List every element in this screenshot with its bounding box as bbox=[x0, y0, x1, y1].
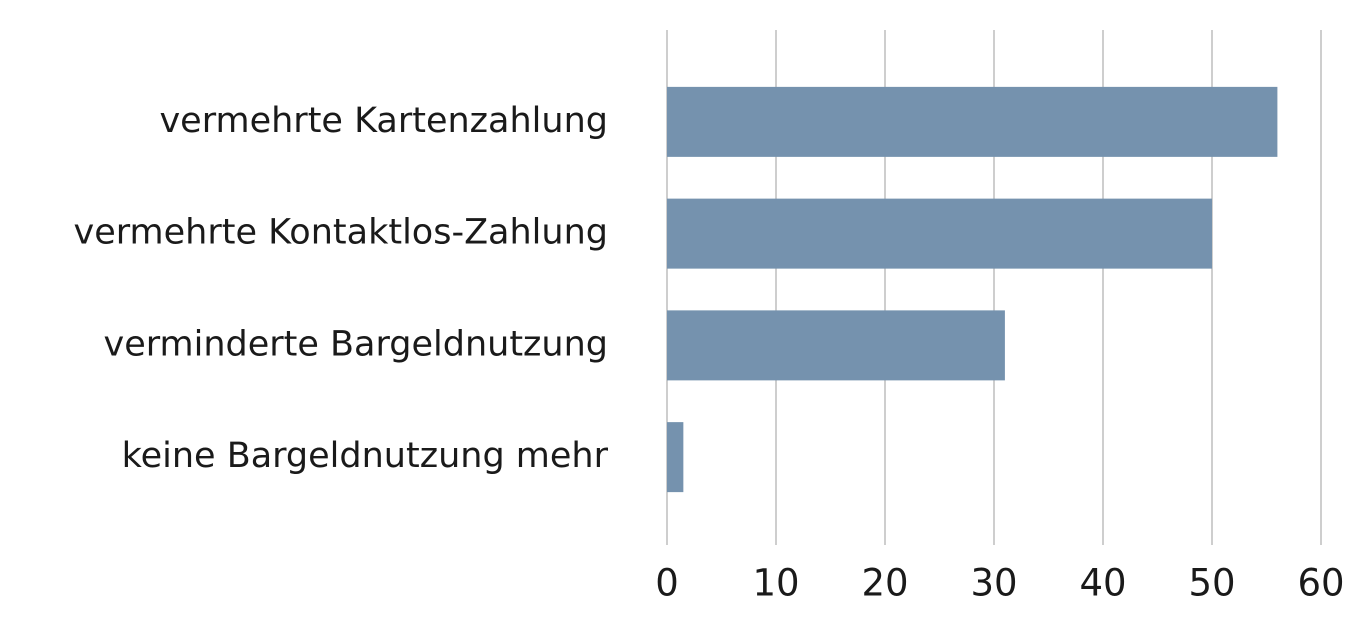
x-tick-label: 0 bbox=[655, 562, 679, 605]
x-tick-label: 50 bbox=[1188, 562, 1235, 605]
x-tick-label: 30 bbox=[970, 562, 1017, 605]
y-tick-label: verminderte Bargeldnutzung bbox=[103, 324, 608, 364]
bar bbox=[667, 422, 684, 493]
bar bbox=[667, 310, 1005, 381]
bar bbox=[667, 198, 1212, 269]
x-tick-label: 60 bbox=[1297, 562, 1344, 605]
bar bbox=[667, 86, 1278, 157]
y-tick-label: vermehrte Kartenzahlung bbox=[159, 101, 608, 141]
y-tick-label: keine Bargeldnutzung mehr bbox=[122, 436, 609, 476]
y-tick-label: vermehrte Kontaktlos-Zahlung bbox=[74, 213, 609, 253]
x-tick-label: 10 bbox=[752, 562, 799, 605]
x-tick-label: 20 bbox=[861, 562, 908, 605]
x-tick-label: 40 bbox=[1079, 562, 1126, 605]
